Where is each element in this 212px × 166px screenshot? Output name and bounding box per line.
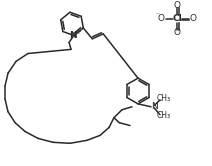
Text: ⁻: ⁻ (155, 10, 159, 20)
Text: +: + (76, 29, 82, 35)
Text: O: O (158, 14, 165, 23)
Text: CH₃: CH₃ (157, 94, 171, 103)
Text: N: N (151, 102, 157, 111)
Text: Cl: Cl (172, 14, 182, 23)
Text: O: O (173, 28, 180, 37)
Text: O: O (173, 1, 180, 10)
Text: N: N (69, 31, 77, 40)
Text: O: O (190, 14, 197, 23)
Text: CH₃: CH₃ (157, 111, 171, 120)
